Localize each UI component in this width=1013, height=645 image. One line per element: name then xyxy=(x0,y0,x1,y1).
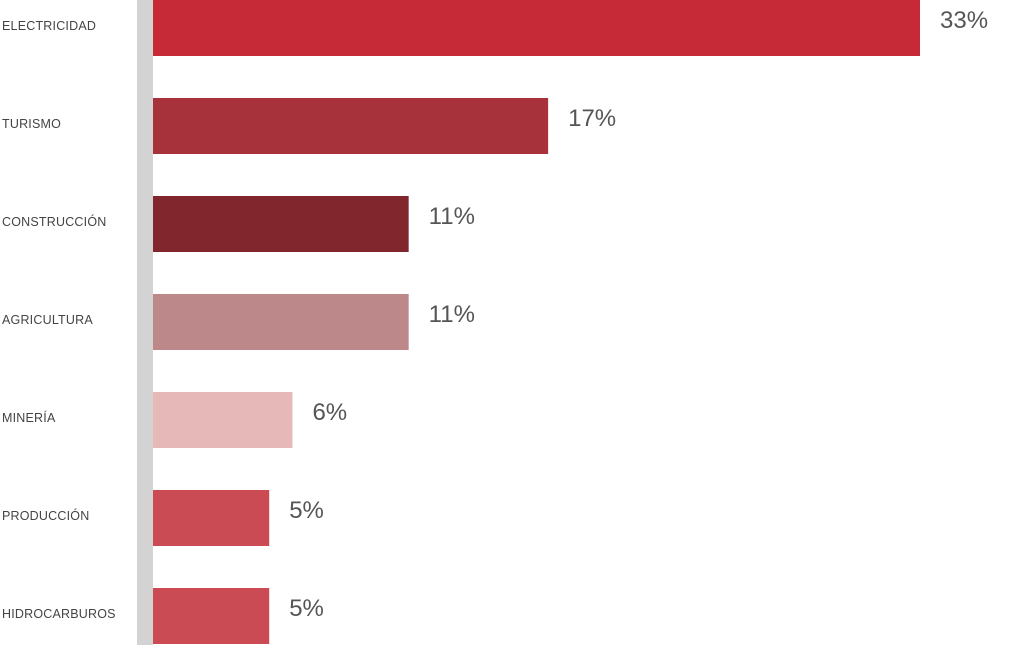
value-label: 17% xyxy=(568,105,616,132)
value-label: 6% xyxy=(312,399,347,426)
bar-4 xyxy=(153,392,293,448)
category-label: PRODUCCIÓN xyxy=(2,508,89,523)
bar-1 xyxy=(153,98,549,154)
value-label: 11% xyxy=(429,203,475,230)
value-label: 5% xyxy=(289,595,324,622)
category-label: CONSTRUCCIÓN xyxy=(2,214,106,229)
bar-3 xyxy=(153,294,409,350)
category-label: AGRICULTURA xyxy=(2,313,93,327)
category-label: HIDROCARBUROS xyxy=(2,607,116,621)
value-label: 5% xyxy=(289,497,324,524)
bar-0 xyxy=(153,0,920,56)
category-label: TURISMO xyxy=(2,117,61,131)
category-label: ELECTRICIDAD xyxy=(2,19,96,33)
value-label: 33% xyxy=(940,7,988,34)
category-label: MINERÍA xyxy=(2,410,56,425)
bar-2 xyxy=(153,196,409,252)
bar-5 xyxy=(153,490,270,546)
y-axis-bar xyxy=(137,0,153,645)
bar-6 xyxy=(153,588,270,644)
value-label: 11% xyxy=(429,301,475,328)
